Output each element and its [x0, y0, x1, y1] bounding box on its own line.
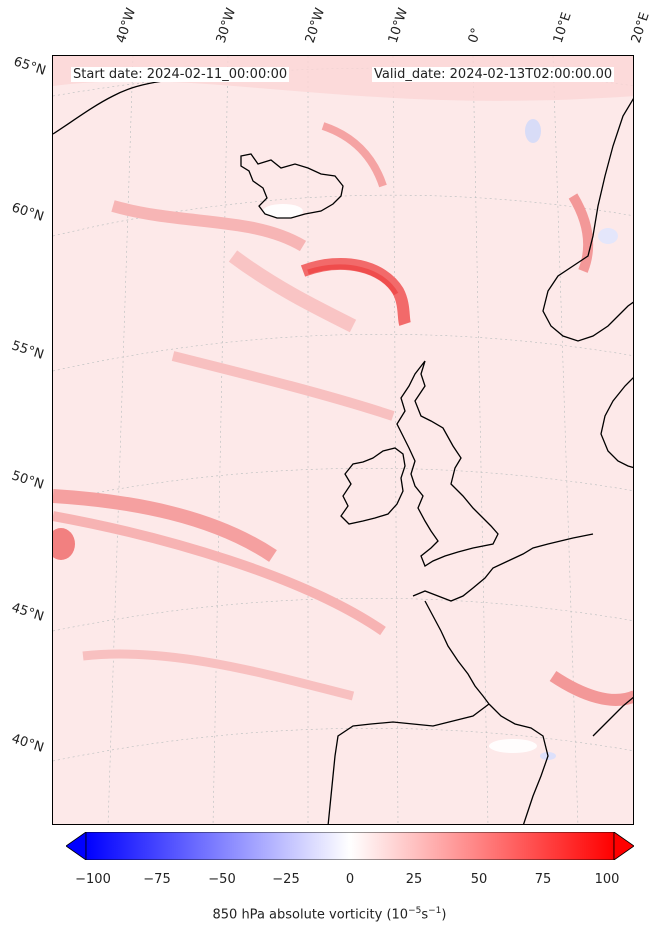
map-canvas — [53, 56, 633, 824]
valid-date-label: Valid_date: 2024-02-13T02:00:00.00 — [372, 67, 615, 82]
lat-label-50n: 50°N — [9, 468, 46, 493]
graticule — [53, 56, 633, 824]
colorbar-tick-50: 50 — [470, 872, 488, 887]
colorbar-label-prefix: 850 hPa absolute vorticity (10 — [212, 907, 409, 923]
lat-label-40n: 40°N — [9, 731, 46, 756]
iberia-east-coast — [488, 703, 549, 824]
colorbar-tick-0: 0 — [345, 872, 355, 887]
lon-label-20e: 20°E — [628, 10, 653, 46]
lon-label-10w: 10°W — [385, 6, 412, 45]
colorbar-label-exp1: −5 — [408, 906, 422, 916]
norway-coast — [542, 98, 633, 342]
colorbar-right-extend — [613, 832, 634, 860]
vorticity-field — [53, 56, 633, 760]
colorbar-label: 850 hPa absolute vorticity (10−5s−1) — [0, 906, 659, 922]
colorbar — [66, 832, 634, 860]
lon-label-10e: 10°E — [550, 10, 575, 46]
colorbar-tick-25: 25 — [405, 872, 423, 887]
greenland-coast — [53, 80, 164, 135]
lon-label-0: 0° — [465, 26, 485, 45]
ireland-coast — [340, 447, 406, 525]
lon-label-30w: 30°W — [213, 6, 240, 45]
iceland-coast — [240, 153, 344, 219]
lat-label-60n: 60°N — [9, 200, 46, 225]
colorbar-label-suffix: ) — [441, 907, 447, 923]
colorbar-left-extend — [66, 832, 87, 860]
colorbar-tick-neg75: −75 — [143, 872, 171, 887]
lon-label-40w: 40°W — [113, 6, 140, 45]
lat-label-65n: 65°N — [11, 54, 48, 79]
colorbar-tick-neg100: −100 — [75, 872, 111, 887]
colorbar-label-exp2: −1 — [428, 906, 442, 916]
colorbar-tick-neg25: −25 — [272, 872, 300, 887]
colorbar-tick-neg50: −50 — [208, 872, 236, 887]
coastlines — [53, 80, 633, 824]
colorbar-body — [85, 832, 615, 860]
start-date-label: Start date: 2024-02-11_00:00:00 — [71, 67, 290, 82]
vorticity-map — [52, 55, 634, 825]
colorbar-label-mid: s — [421, 907, 429, 923]
colorbar-tick-75: 75 — [534, 872, 552, 887]
mediterranean-coast — [592, 696, 633, 737]
great-britain-coast — [396, 360, 499, 567]
lat-label-55n: 55°N — [9, 338, 46, 363]
colorbar-tick-100: 100 — [594, 872, 620, 887]
continent-coast — [327, 533, 594, 824]
lat-label-45n: 45°N — [9, 600, 46, 625]
lon-label-20w: 20°W — [302, 6, 329, 45]
scandinavia-south-coast — [600, 377, 633, 469]
